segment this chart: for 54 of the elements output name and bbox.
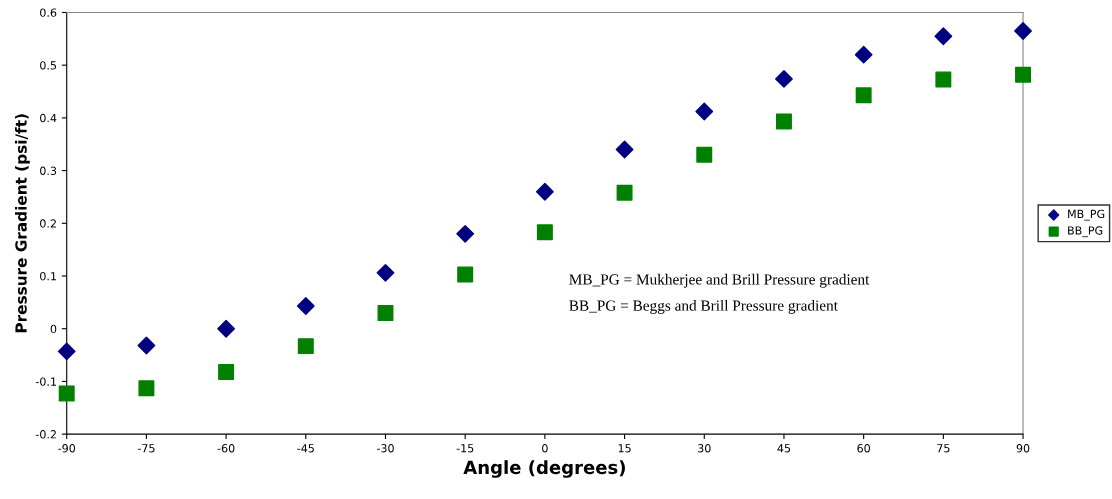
point — [296, 297, 315, 315]
x-tick-label: 60 — [857, 444, 870, 453]
x-tick-label: -60 — [217, 444, 235, 453]
x-tick-label: 90 — [1016, 444, 1030, 453]
y-tick-label: 0.6 — [40, 8, 57, 17]
point — [457, 266, 474, 283]
point — [377, 304, 394, 321]
point — [775, 113, 792, 130]
point — [57, 342, 76, 361]
legend-label: BB_PG — [1068, 226, 1103, 238]
x-tick-label: -15 — [456, 444, 474, 453]
point — [217, 319, 236, 338]
point — [854, 45, 873, 64]
annotation: BB_PG = Beggs and Brill Pressure gradient — [569, 299, 838, 314]
point — [696, 146, 713, 163]
x-tick-label: -45 — [297, 444, 314, 453]
point — [616, 184, 633, 201]
point — [138, 380, 155, 397]
y-tick-label: 0.2 — [40, 219, 56, 228]
y-tick-label: -0.1 — [35, 377, 56, 386]
x-axis-title: Angle (degrees) — [463, 460, 625, 478]
point — [1015, 66, 1032, 83]
y-tick-label: 0.3 — [40, 166, 57, 175]
point — [855, 87, 872, 104]
point — [137, 336, 156, 355]
y-tick-label: 0.1 — [40, 271, 56, 281]
x-tick-label: -90 — [58, 444, 76, 453]
y-tick-label: 0.5 — [40, 61, 57, 70]
point — [535, 182, 554, 201]
y-tick-label: 0 — [50, 324, 57, 334]
x-tick-label: 15 — [618, 444, 631, 453]
point — [775, 69, 793, 88]
point — [1014, 22, 1032, 40]
y-tick-label: 0.4 — [40, 113, 57, 123]
point — [58, 385, 75, 402]
x-tick-label: 30 — [698, 444, 711, 453]
point — [695, 102, 714, 121]
point — [934, 27, 953, 46]
y-tick-label: -0.2 — [35, 430, 56, 439]
x-tick-label: 0 — [542, 444, 548, 453]
point — [376, 263, 395, 282]
annotation: MB_PG = Mukherjee and Brill Pressure gradient — [569, 273, 870, 288]
y-axis-title: Pressure Gradient (psi/ft) — [14, 114, 30, 333]
point — [218, 363, 235, 380]
point — [297, 338, 314, 355]
x-tick-label: -75 — [137, 444, 155, 453]
x-tick-label: 45 — [777, 444, 791, 453]
legend-label: MB_PG — [1068, 209, 1105, 221]
point — [536, 224, 553, 241]
point — [615, 140, 634, 159]
point — [935, 71, 952, 88]
point — [456, 224, 475, 243]
x-tick-label: 75 — [937, 444, 950, 453]
x-tick-label: -30 — [376, 444, 394, 453]
